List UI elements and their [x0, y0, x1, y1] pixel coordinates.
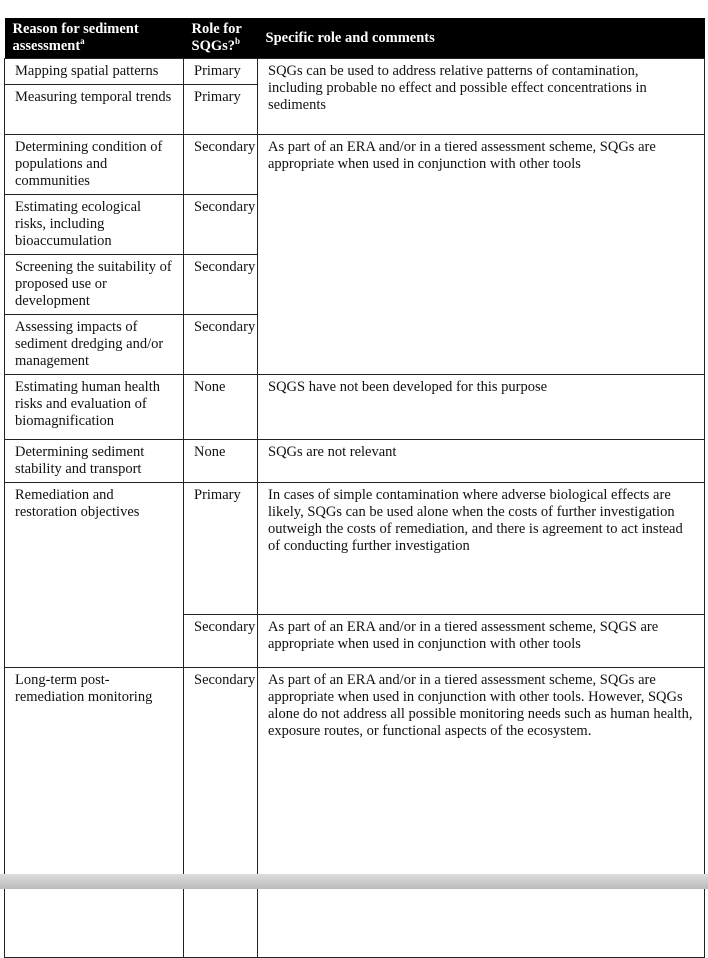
role-cell: Secondary	[183, 194, 258, 255]
header-row: Reason for sediment assessmenta Role for…	[4, 18, 705, 59]
table-row: Determining condition of populations and…	[4, 134, 705, 375]
reason-cell: Long-term post-remediation monitoring	[4, 667, 184, 958]
role-cell: Secondary	[183, 614, 258, 668]
role-cell: Primary	[183, 58, 258, 85]
table-row: Secondary As part of an ERA and/or in a t…	[5, 614, 705, 668]
table-row: Estimating ecological risks, including b…	[4, 194, 705, 255]
header-role: Role for SQGs?b	[183, 18, 258, 59]
comment-cell: SQGs are not relevant	[257, 439, 705, 483]
header-comments: Specific role and comments	[257, 18, 705, 59]
reason-cell: Screening the suitability of proposed us…	[4, 254, 184, 315]
comment-cell: As part of an ERA and/or in a tiered ass…	[257, 134, 705, 375]
role-cell: Secondary	[183, 667, 258, 958]
comment-cell: As part of an ERA and/or in a tiered ass…	[257, 667, 705, 958]
table-row: Estimating human health risks and evalua…	[4, 374, 705, 440]
role-cell: None	[183, 439, 258, 483]
comment-cell: As part of an ERA and/or in a tiered ass…	[257, 614, 705, 668]
comment-cell: In cases of simple contamination where a…	[257, 482, 705, 615]
table-row: Measuring temporal trends Primary	[4, 84, 705, 135]
role-cell: Secondary	[183, 254, 258, 315]
page-edge-shadow	[0, 874, 708, 889]
reason-cell: Estimating human health risks and evalua…	[4, 374, 184, 440]
role-cell: None	[183, 374, 258, 440]
sqg-roles-table: Reason for sediment assessmenta Role for…	[4, 18, 705, 958]
table-row: Assessing impacts of sediment dredging a…	[4, 314, 705, 375]
reason-cell: Estimating ecological risks, including b…	[4, 194, 184, 255]
comment-cell: SQGS have not been developed for this pu…	[257, 374, 705, 440]
reason-cell: Measuring temporal trends	[4, 84, 184, 135]
role-cell: Primary	[183, 482, 258, 615]
comment-cell: SQGs can be used to address relative pat…	[257, 58, 705, 135]
role-cell: Primary	[183, 84, 258, 135]
reason-cell: Determining sediment stability and trans…	[4, 439, 184, 483]
reason-cell: Determining condition of populations and…	[4, 134, 184, 195]
table-row: Long-term post-remediation monitoring Sec…	[4, 667, 705, 958]
table-row: Determining sediment stability and trans…	[4, 439, 705, 483]
header-reason: Reason for sediment assessmenta	[4, 18, 184, 59]
role-cell: Secondary	[183, 314, 258, 375]
reason-cell: Remediation and restoration objectives	[4, 482, 184, 668]
reason-cell: Assessing impacts of sediment dredging a…	[4, 314, 184, 375]
table-row: Remediation and restoration objectives Pr…	[4, 482, 705, 668]
reason-cell: Mapping spatial patterns	[4, 58, 184, 85]
table-row: Mapping spatial patterns Primary SQGs can …	[4, 58, 705, 135]
table-row: Screening the suitability of proposed us…	[4, 254, 705, 315]
role-cell: Secondary	[183, 134, 258, 195]
